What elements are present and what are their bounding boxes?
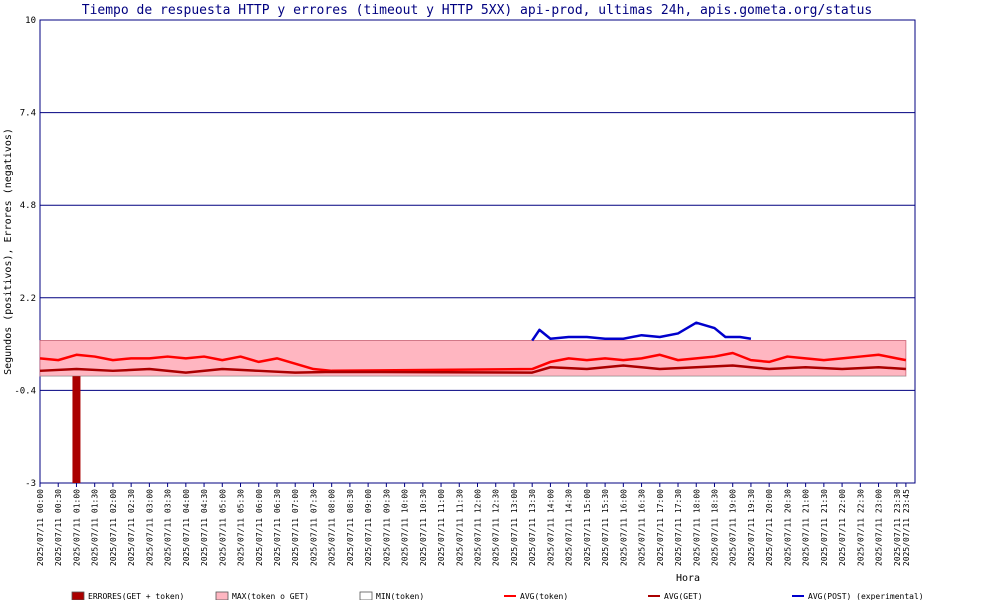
legend-label: MAX(token o GET) <box>232 592 309 600</box>
x-tick-label: 2025/07/11 02:00 <box>109 489 118 566</box>
x-tick-label: 2025/07/11 00:00 <box>36 489 45 566</box>
y-tick-label: 2.2 <box>20 294 36 304</box>
x-tick-label: 2025/07/11 22:30 <box>856 489 865 566</box>
y-tick-label: -3 <box>25 479 36 489</box>
x-tick-label: 2025/07/11 20:30 <box>783 489 792 566</box>
x-tick-label: 2025/07/11 08:30 <box>346 489 355 566</box>
x-tick-label: 2025/07/11 23:45 <box>902 489 911 566</box>
x-tick-label: 2025/07/11 05:00 <box>218 489 227 566</box>
x-tick-label: 2025/07/11 10:00 <box>401 489 410 566</box>
y-axis-ticks: 10 7.4 4.8 2.2 -0.4 -3 <box>14 16 36 489</box>
x-tick-label: 2025/07/11 10:30 <box>419 489 428 566</box>
legend-label: MIN(token) <box>376 592 424 600</box>
legend: ERRORES(GET + token) MAX(token o GET) MIN(… <box>71 591 924 600</box>
legend-label: AVG(POST) (experimental) <box>808 592 924 600</box>
x-tick-label: 2025/07/11 09:30 <box>382 489 391 566</box>
x-tick-label: 2025/07/11 06:00 <box>255 489 264 566</box>
legend-swatch <box>215 591 229 600</box>
x-tick-label: 2025/07/11 17:00 <box>656 489 665 566</box>
legend-label: AVG(GET) <box>664 592 703 600</box>
y-axis-label: Segundos (positivos), Errores (negativos… <box>3 128 14 375</box>
plot-frame <box>39 19 916 484</box>
x-tick-label: 2025/07/11 23:00 <box>875 489 884 566</box>
x-tick-label: 2025/07/11 14:30 <box>565 489 574 566</box>
legend-label: ERRORES(GET + token) <box>88 592 184 600</box>
x-tick-label: 2025/07/11 03:30 <box>164 489 173 566</box>
x-tick-label: 2025/07/11 02:30 <box>127 489 136 566</box>
x-tick-label: 2025/07/11 11:00 <box>437 489 446 566</box>
x-tick-label: 2025/07/11 13:30 <box>528 489 537 566</box>
x-tick-label: 2025/07/11 21:00 <box>802 489 811 566</box>
x-tick-label: 2025/07/11 20:00 <box>765 489 774 566</box>
x-tick-label: 2025/07/11 22:00 <box>838 489 847 566</box>
x-tick-label: 2025/07/11 19:30 <box>747 489 756 566</box>
x-tick-label: 2025/07/11 11:30 <box>455 489 464 566</box>
x-tick-label: 2025/07/11 03:00 <box>145 489 154 566</box>
x-tick-label: 2025/07/11 05:30 <box>237 489 246 566</box>
x-tick-label: 2025/07/11 15:00 <box>583 489 592 566</box>
error-bar <box>72 376 81 483</box>
x-tick-label: 2025/07/11 13:00 <box>510 489 519 566</box>
y-tick-label: -0.4 <box>14 386 36 396</box>
x-tick-label: 2025/07/11 04:00 <box>182 489 191 566</box>
x-tick-label: 2025/07/11 12:30 <box>492 489 501 566</box>
x-tick-label: 2025/07/11 08:00 <box>328 489 337 566</box>
x-tick-label: 2025/07/11 15:30 <box>601 489 610 566</box>
plot-area <box>39 19 916 484</box>
y-tick-label: 4.8 <box>20 201 36 211</box>
x-tick-label: 2025/07/11 06:30 <box>273 489 282 566</box>
x-tick-label: 2025/07/11 12:00 <box>474 489 483 566</box>
x-tick-label: 2025/07/11 09:00 <box>364 489 373 566</box>
legend-swatch <box>359 591 373 600</box>
x-tick-label: 2025/07/11 00:30 <box>54 489 63 566</box>
x-tick-label: 2025/07/11 07:00 <box>291 489 300 566</box>
x-tick-label: 2025/07/11 17:30 <box>674 489 683 566</box>
x-tick-label: 2025/07/11 07:30 <box>309 489 318 566</box>
legend-swatch <box>71 591 85 600</box>
legend-label: AVG(token) <box>520 592 568 600</box>
x-tick-label: 2025/07/11 19:00 <box>729 489 738 566</box>
x-tick-label: 2025/07/11 21:30 <box>820 489 829 566</box>
x-tick-label: 2025/07/11 18:00 <box>692 489 701 566</box>
x-tick-label: 2025/07/11 23:30 <box>893 489 902 566</box>
error-bars <box>72 376 81 483</box>
x-axis-label: Hora <box>676 573 700 584</box>
x-tick-label: 2025/07/11 01:00 <box>72 489 81 566</box>
x-tick-label: 2025/07/11 14:00 <box>546 489 555 566</box>
x-axis-ticks: 2025/07/11 00:00 2025/07/11 00:30 2025/07/… <box>36 483 911 566</box>
x-tick-label: 2025/07/11 04:30 <box>200 489 209 566</box>
x-tick-label: 2025/07/11 01:30 <box>91 489 100 566</box>
line-series <box>39 321 907 374</box>
series-avg-get- <box>39 364 906 374</box>
y-tick-label: 10 <box>25 16 36 26</box>
x-tick-label: 2025/07/11 16:30 <box>638 489 647 566</box>
series-avg-token- <box>39 351 907 373</box>
chart-title: Tiempo de respuesta HTTP y errores (time… <box>82 3 873 18</box>
x-tick-label: 2025/07/11 18:30 <box>710 489 719 566</box>
series-avg-post-experimental- <box>531 321 752 342</box>
y-tick-label: 7.4 <box>20 109 36 119</box>
x-tick-label: 2025/07/11 16:00 <box>619 489 628 566</box>
